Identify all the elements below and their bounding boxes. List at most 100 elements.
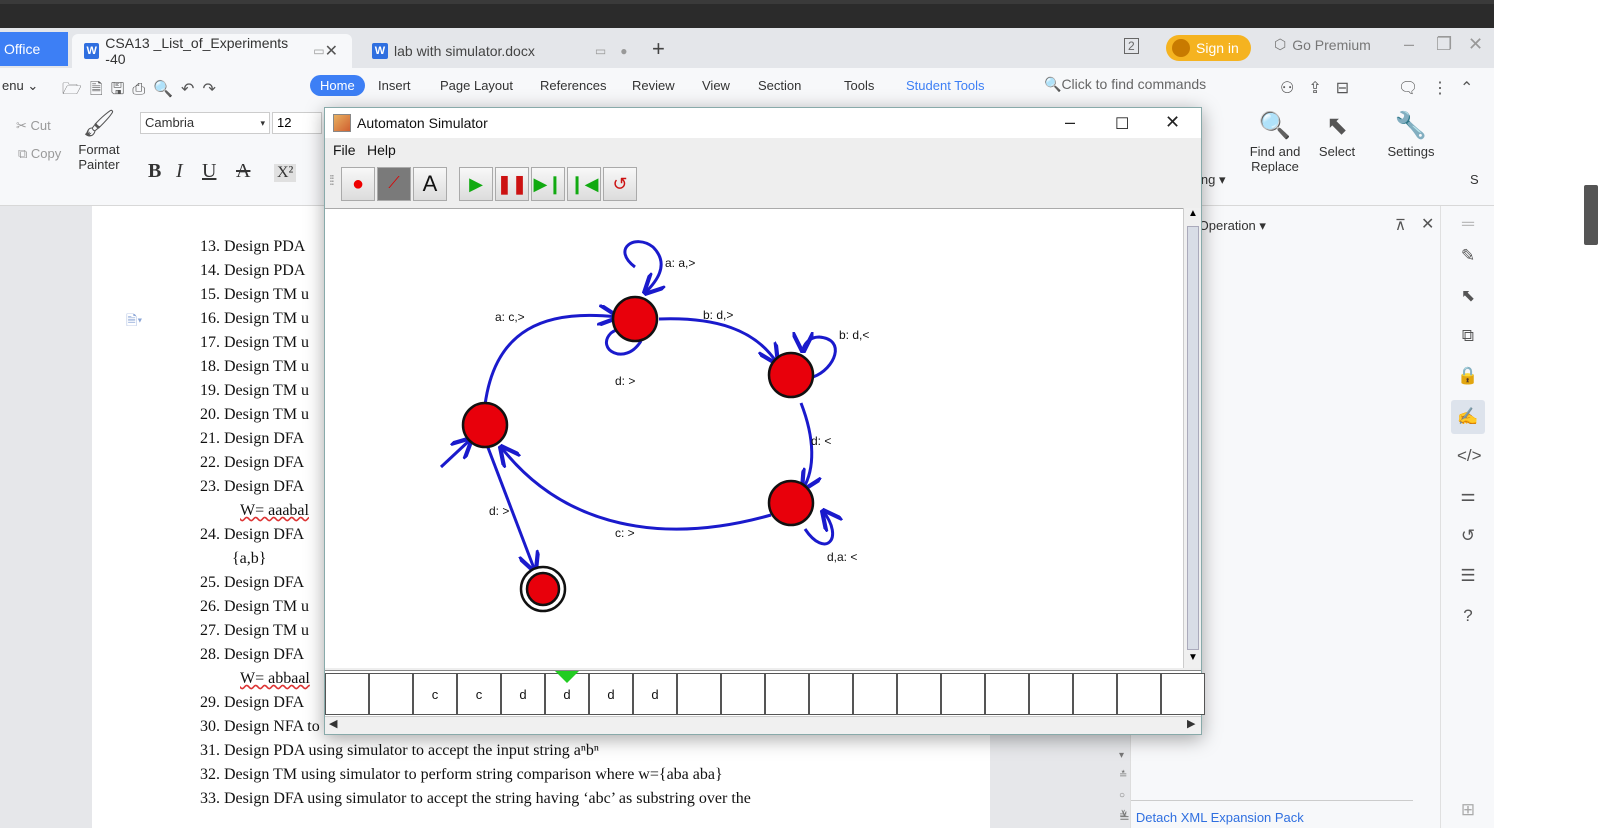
- history-icon[interactable]: ↺: [1460, 526, 1476, 545]
- panel-nav-icons[interactable]: ▾ ≛ ○ ≚: [1119, 750, 1128, 821]
- add-text-button[interactable]: A: [413, 167, 447, 201]
- copy-compare-icon[interactable]: ⧉: [1461, 326, 1475, 345]
- sim-minimize-icon[interactable]: –: [1065, 112, 1076, 132]
- tab-office[interactable]: Office: [0, 32, 68, 66]
- share-icons[interactable]: ⚇⇪⊟: [1280, 80, 1364, 97]
- tab-document-1[interactable]: W CSA13 _List_of_Experiments -40 ▭ ✕: [72, 34, 352, 68]
- italic-button[interactable]: I: [176, 160, 183, 182]
- collapse-ribbon-icon[interactable]: ⌃: [1460, 80, 1474, 97]
- tab-close-icon[interactable]: ✕: [324, 43, 338, 60]
- sliders-icon[interactable]: ⚌: [1460, 486, 1476, 505]
- font-name-select[interactable]: Cambria ▾: [140, 112, 270, 134]
- settings-button[interactable]: 🔧 Settings: [1376, 110, 1446, 159]
- cut-button[interactable]: ✂ Cut: [16, 118, 51, 134]
- bold-button[interactable]: B: [148, 160, 162, 182]
- format-painter-button[interactable]: 🖌 Format Painter: [64, 108, 134, 172]
- tab-home[interactable]: Home: [310, 75, 365, 96]
- main-menu-button[interactable]: enu ⌄: [2, 78, 38, 94]
- pointer-icon[interactable]: ⬉: [1460, 286, 1476, 305]
- ribbon-partial-button[interactable]: ing ▾: [1198, 172, 1226, 187]
- scroll-down-icon[interactable]: ▼: [1188, 652, 1198, 663]
- tape-head-marker: [555, 671, 579, 683]
- doc-line-25: 25. Design DFA: [200, 574, 305, 591]
- reset-button[interactable]: ↺: [603, 167, 637, 201]
- strikethrough-button[interactable]: A: [236, 160, 251, 182]
- minimize-icon[interactable]: –: [1404, 34, 1415, 54]
- tape-horizontal-scrollbar[interactable]: ◀ ▶: [325, 716, 1201, 734]
- more-icon[interactable]: ⋮: [1432, 80, 1448, 97]
- add-state-button[interactable]: ●: [341, 167, 375, 201]
- code-icon[interactable]: </>: [1457, 446, 1482, 465]
- writer-doc-icon: W: [372, 43, 388, 59]
- tab-float-icon[interactable]: ▭: [594, 44, 607, 58]
- scroll-up-icon[interactable]: ▲: [1188, 208, 1198, 219]
- sim-title-bar[interactable]: Automaton Simulator – ☐ ✕: [325, 108, 1201, 138]
- step-back-button[interactable]: ❙◀: [567, 167, 601, 201]
- canvas-vertical-scrollbar[interactable]: ▲ ▼: [1183, 208, 1201, 668]
- automaton-canvas[interactable]: a: a,> a: c,> b: d,> d: > b: d,< d: < d:…: [325, 208, 1183, 668]
- close-icon[interactable]: ✕: [1468, 34, 1484, 54]
- pin-icon[interactable]: ⊼: [1395, 217, 1406, 234]
- go-premium-button[interactable]: ⬡ Go Premium: [1274, 36, 1371, 53]
- tab-page-layout[interactable]: Page Layout: [440, 78, 514, 93]
- comment-icon[interactable]: 🗨: [1398, 80, 1419, 97]
- superscript-button[interactable]: X²: [274, 164, 297, 182]
- copy-button[interactable]: ⧉ Copy: [18, 146, 61, 162]
- step-forward-button[interactable]: ▶❙: [531, 167, 565, 201]
- edge-q0-q1: [483, 315, 617, 406]
- tab-document-2[interactable]: W lab with simulator.docx ▭ ●: [360, 34, 650, 68]
- detach-xml-link[interactable]: ≚ Detach XML Expansion Pack: [1119, 810, 1304, 825]
- vertical-scroll-thumb[interactable]: [1187, 226, 1199, 650]
- doc-line-32: 32. Design TM using simulator to perform…: [200, 766, 723, 783]
- sim-menu-file[interactable]: File: [333, 142, 356, 158]
- window-count-badge[interactable]: 2: [1124, 38, 1139, 54]
- tab-section[interactable]: Section: [758, 78, 802, 93]
- pause-button[interactable]: ❚❚: [495, 167, 529, 201]
- desktop-scrollbar-thumb[interactable]: [1584, 185, 1598, 245]
- outline-icon[interactable]: ☰: [1460, 566, 1476, 585]
- sim-title: Automaton Simulator: [357, 115, 488, 131]
- find-commands-search[interactable]: 🔍Click to find commands: [1044, 76, 1206, 93]
- help-icon[interactable]: ?: [1463, 606, 1473, 625]
- tab-student-tools[interactable]: Student Tools: [906, 78, 985, 93]
- sim-maximize-icon[interactable]: ☐: [1115, 116, 1130, 133]
- quick-access-icons[interactable]: 🗁🗎🖫⎙🔍↶↷: [62, 81, 224, 98]
- document-tool-icon[interactable]: ✍: [1451, 400, 1485, 434]
- sim-menu-help[interactable]: Help: [367, 142, 396, 158]
- lock-icon[interactable]: 🔒: [1457, 366, 1479, 385]
- tab-float-icon[interactable]: ▭: [313, 44, 325, 58]
- restore-icon[interactable]: ❐: [1436, 34, 1453, 54]
- main-menu-label: enu: [2, 78, 24, 93]
- sim-close-icon[interactable]: ✕: [1165, 112, 1181, 132]
- settings-label: Settings: [1387, 144, 1435, 159]
- tab-view[interactable]: View: [702, 78, 730, 93]
- pen-icon[interactable]: ✎: [1460, 246, 1476, 265]
- search-icon: 🔍: [1044, 76, 1062, 92]
- find-replace-button[interactable]: 🔍 Find and Replace: [1240, 110, 1310, 174]
- tab-tools[interactable]: Tools: [844, 78, 875, 93]
- play-button[interactable]: ▶: [459, 167, 493, 201]
- tape-cell: [1029, 673, 1073, 715]
- tab-references[interactable]: References: [540, 78, 607, 93]
- edge-start: [439, 439, 471, 469]
- sign-in-button[interactable]: Sign in: [1166, 35, 1251, 61]
- panel-close-icon[interactable]: ✕: [1421, 216, 1435, 233]
- new-tab-button[interactable]: +: [652, 36, 665, 61]
- grid-icon[interactable]: ⊞: [1460, 800, 1476, 819]
- chevron-down-icon: ⌄: [27, 78, 39, 93]
- tab-insert[interactable]: Insert: [378, 78, 411, 93]
- select-button[interactable]: ⬉ Select: [1302, 110, 1372, 159]
- scroll-left-icon[interactable]: ◀: [329, 718, 338, 730]
- add-transition-button[interactable]: ⟋: [377, 167, 411, 201]
- scroll-right-icon[interactable]: ▶: [1187, 718, 1196, 730]
- text-icon: A: [422, 171, 438, 196]
- ribbon-partial-s[interactable]: S: [1470, 172, 1479, 187]
- font-size-select[interactable]: 12: [272, 112, 322, 134]
- doc-line-24: 24. Design DFA: [200, 526, 305, 543]
- tab-review[interactable]: Review: [632, 78, 675, 93]
- page-marker-icon[interactable]: 🗎▾: [126, 312, 143, 328]
- automaton-diagram[interactable]: a: a,> a: c,> b: d,> d: > b: d,< d: < d:…: [325, 209, 1183, 669]
- underline-button[interactable]: U: [202, 160, 217, 182]
- edge-q1-q2: [658, 317, 777, 363]
